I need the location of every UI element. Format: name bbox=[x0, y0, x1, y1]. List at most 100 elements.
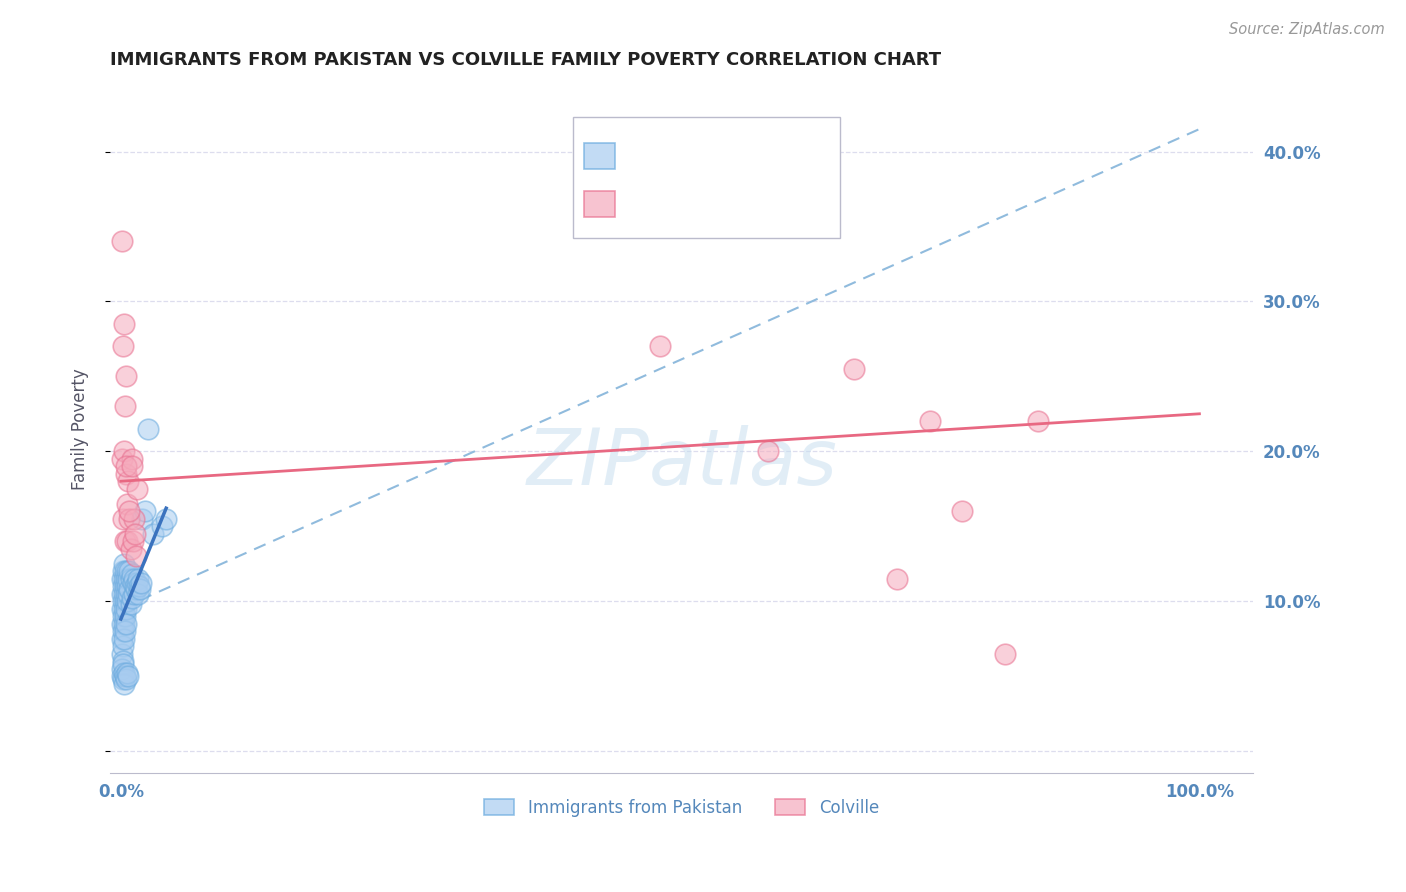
Point bbox=[950, 504, 973, 518]
Y-axis label: Family Poverty: Family Poverty bbox=[72, 368, 89, 490]
Text: IMMIGRANTS FROM PAKISTAN VS COLVILLE FAMILY POVERTY CORRELATION CHART: IMMIGRANTS FROM PAKISTAN VS COLVILLE FAM… bbox=[110, 51, 941, 69]
Text: R =: R = bbox=[627, 146, 659, 164]
Point bbox=[114, 579, 136, 593]
Point bbox=[117, 669, 139, 683]
Point bbox=[111, 609, 134, 624]
Point bbox=[127, 586, 149, 600]
Point bbox=[121, 451, 143, 466]
Point bbox=[111, 586, 134, 600]
Point bbox=[111, 451, 134, 466]
Point bbox=[844, 361, 866, 376]
Point bbox=[112, 557, 135, 571]
Text: N =: N = bbox=[744, 146, 778, 164]
Point bbox=[128, 579, 150, 593]
Point bbox=[111, 657, 134, 671]
Point bbox=[127, 572, 149, 586]
Point bbox=[115, 467, 138, 481]
Point bbox=[120, 541, 142, 556]
Point bbox=[122, 586, 145, 600]
Point bbox=[115, 572, 138, 586]
Point bbox=[120, 597, 142, 611]
Text: Source: ZipAtlas.com: Source: ZipAtlas.com bbox=[1229, 22, 1385, 37]
Point bbox=[756, 444, 779, 458]
Point bbox=[111, 672, 134, 686]
Point bbox=[111, 235, 134, 249]
Point bbox=[117, 534, 139, 549]
Point bbox=[114, 624, 136, 638]
Point bbox=[111, 616, 134, 631]
Point bbox=[122, 511, 145, 525]
Point bbox=[121, 576, 143, 591]
Point bbox=[111, 639, 134, 653]
Point bbox=[994, 647, 1017, 661]
Point bbox=[131, 576, 153, 591]
Point bbox=[125, 482, 148, 496]
Point bbox=[111, 669, 134, 683]
Point bbox=[115, 601, 138, 615]
Point bbox=[918, 414, 941, 428]
Text: R =: R = bbox=[627, 194, 659, 212]
Point bbox=[114, 564, 136, 578]
Point bbox=[117, 666, 139, 681]
Point bbox=[115, 586, 138, 600]
Point bbox=[121, 591, 143, 606]
Point bbox=[118, 511, 141, 525]
Point bbox=[136, 422, 159, 436]
Point bbox=[112, 616, 135, 631]
Point bbox=[125, 549, 148, 563]
Point bbox=[114, 609, 136, 624]
Point bbox=[117, 586, 139, 600]
Point bbox=[117, 572, 139, 586]
Point bbox=[114, 669, 136, 683]
Point bbox=[114, 399, 136, 413]
Point bbox=[111, 339, 134, 353]
Point bbox=[112, 586, 135, 600]
Point bbox=[118, 582, 141, 596]
Point bbox=[117, 497, 139, 511]
Text: 66: 66 bbox=[786, 145, 813, 165]
Point bbox=[117, 579, 139, 593]
Point bbox=[155, 511, 177, 525]
Point bbox=[117, 594, 139, 608]
Point bbox=[114, 534, 136, 549]
Point bbox=[112, 601, 135, 615]
Text: 32: 32 bbox=[786, 194, 813, 212]
Point bbox=[142, 526, 165, 541]
Point bbox=[111, 632, 134, 646]
Point bbox=[111, 579, 134, 593]
Point bbox=[111, 601, 134, 615]
Point bbox=[150, 519, 173, 533]
Point bbox=[650, 339, 672, 353]
Point bbox=[111, 647, 134, 661]
Point bbox=[121, 459, 143, 474]
Point bbox=[124, 526, 146, 541]
Point bbox=[1026, 414, 1049, 428]
Point bbox=[112, 632, 135, 646]
Text: 0.178: 0.178 bbox=[669, 194, 730, 212]
Point bbox=[111, 564, 134, 578]
Point bbox=[118, 564, 141, 578]
Point bbox=[125, 576, 148, 591]
Point bbox=[111, 511, 134, 525]
Point bbox=[129, 582, 152, 596]
Point bbox=[121, 567, 143, 582]
Point bbox=[118, 504, 141, 518]
Text: ZIPatlas: ZIPatlas bbox=[526, 425, 837, 501]
Point bbox=[124, 579, 146, 593]
Point bbox=[114, 594, 136, 608]
Point bbox=[111, 654, 134, 668]
Point bbox=[121, 534, 143, 549]
Point bbox=[111, 661, 134, 675]
Point bbox=[115, 616, 138, 631]
Point bbox=[115, 459, 138, 474]
Point bbox=[111, 624, 134, 638]
Point bbox=[886, 572, 908, 586]
Point bbox=[134, 504, 156, 518]
Point bbox=[112, 317, 135, 331]
Point bbox=[122, 572, 145, 586]
Point bbox=[117, 474, 139, 488]
Point bbox=[112, 666, 135, 681]
Point bbox=[117, 564, 139, 578]
Point bbox=[111, 572, 134, 586]
Point bbox=[115, 672, 138, 686]
